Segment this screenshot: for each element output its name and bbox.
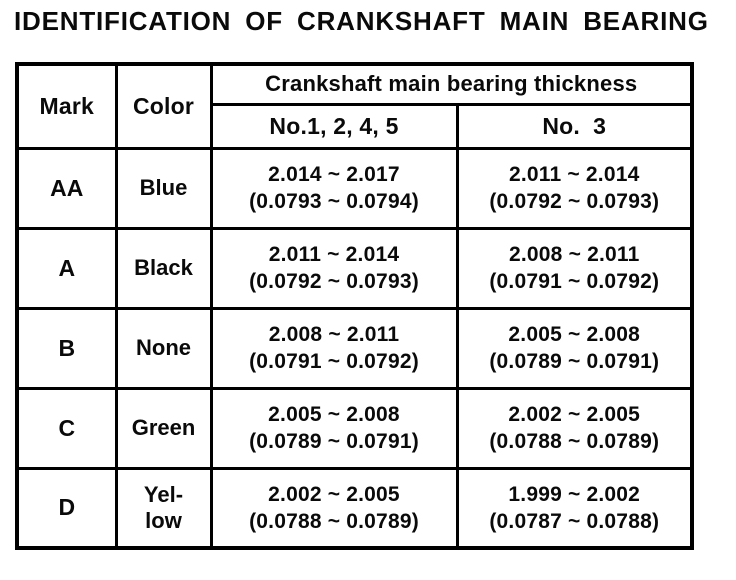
- page-title: IDENTIFICATION OF CRANKSHAFT MAIN BEARIN…: [14, 6, 709, 36]
- column-header-color: Color: [114, 62, 213, 150]
- thickness-3-cell: 2.002 ~ 2.005 (0.0788 ~ 0.0789): [455, 386, 694, 470]
- thickness-3-cell: 1.999 ~ 2.002 (0.0787 ~ 0.0788): [455, 466, 694, 550]
- header-row-group: Mark Color Crankshaft main bearing thick…: [15, 62, 694, 150]
- color-cell: None: [114, 306, 213, 390]
- column-header-no1245: No.1, 2, 4, 5: [209, 102, 459, 150]
- color-cell: Green: [114, 386, 213, 470]
- bearing-identification-table: Mark Color Crankshaft main bearing thick…: [15, 62, 694, 550]
- table-row-a: A Black 2.011 ~ 2.014 (0.0792 ~ 0.0793) …: [15, 226, 694, 310]
- thickness-3-cell: 2.005 ~ 2.008 (0.0789 ~ 0.0791): [455, 306, 694, 390]
- color-cell: Yel- low: [114, 466, 213, 550]
- mark-cell: AA: [15, 146, 118, 230]
- table-row-d: D Yel- low 2.002 ~ 2.005 (0.0788 ~ 0.078…: [15, 466, 694, 550]
- column-header-thickness-group: Crankshaft main bearing thickness: [209, 62, 694, 106]
- header-row-sub: No.1, 2, 4, 5 No. 3: [17, 102, 694, 150]
- column-header-no3: No. 3: [455, 102, 694, 150]
- mark-cell: D: [15, 466, 118, 550]
- column-header-mark: Mark: [15, 62, 118, 150]
- mark-cell: C: [15, 386, 118, 470]
- table-row-c: C Green 2.005 ~ 2.008 (0.0789 ~ 0.0791) …: [15, 386, 694, 470]
- thickness-1245-cell: 2.011 ~ 2.014 (0.0792 ~ 0.0793): [209, 226, 459, 310]
- thickness-1245-cell: 2.002 ~ 2.005 (0.0788 ~ 0.0789): [209, 466, 459, 550]
- thickness-1245-cell: 2.008 ~ 2.011 (0.0791 ~ 0.0792): [209, 306, 459, 390]
- mark-cell: A: [15, 226, 118, 310]
- color-cell: Blue: [114, 146, 213, 230]
- table-row-b: B None 2.008 ~ 2.011 (0.0791 ~ 0.0792) 2…: [15, 306, 694, 390]
- table-row-aa: AA Blue 2.014 ~ 2.017 (0.0793 ~ 0.0794) …: [15, 146, 694, 230]
- thickness-3-cell: 2.008 ~ 2.011 (0.0791 ~ 0.0792): [455, 226, 694, 310]
- thickness-3-cell: 2.011 ~ 2.014 (0.0792 ~ 0.0793): [455, 146, 694, 230]
- mark-cell: B: [15, 306, 118, 390]
- color-cell: Black: [114, 226, 213, 310]
- thickness-1245-cell: 2.014 ~ 2.017 (0.0793 ~ 0.0794): [209, 146, 459, 230]
- thickness-1245-cell: 2.005 ~ 2.008 (0.0789 ~ 0.0791): [209, 386, 459, 470]
